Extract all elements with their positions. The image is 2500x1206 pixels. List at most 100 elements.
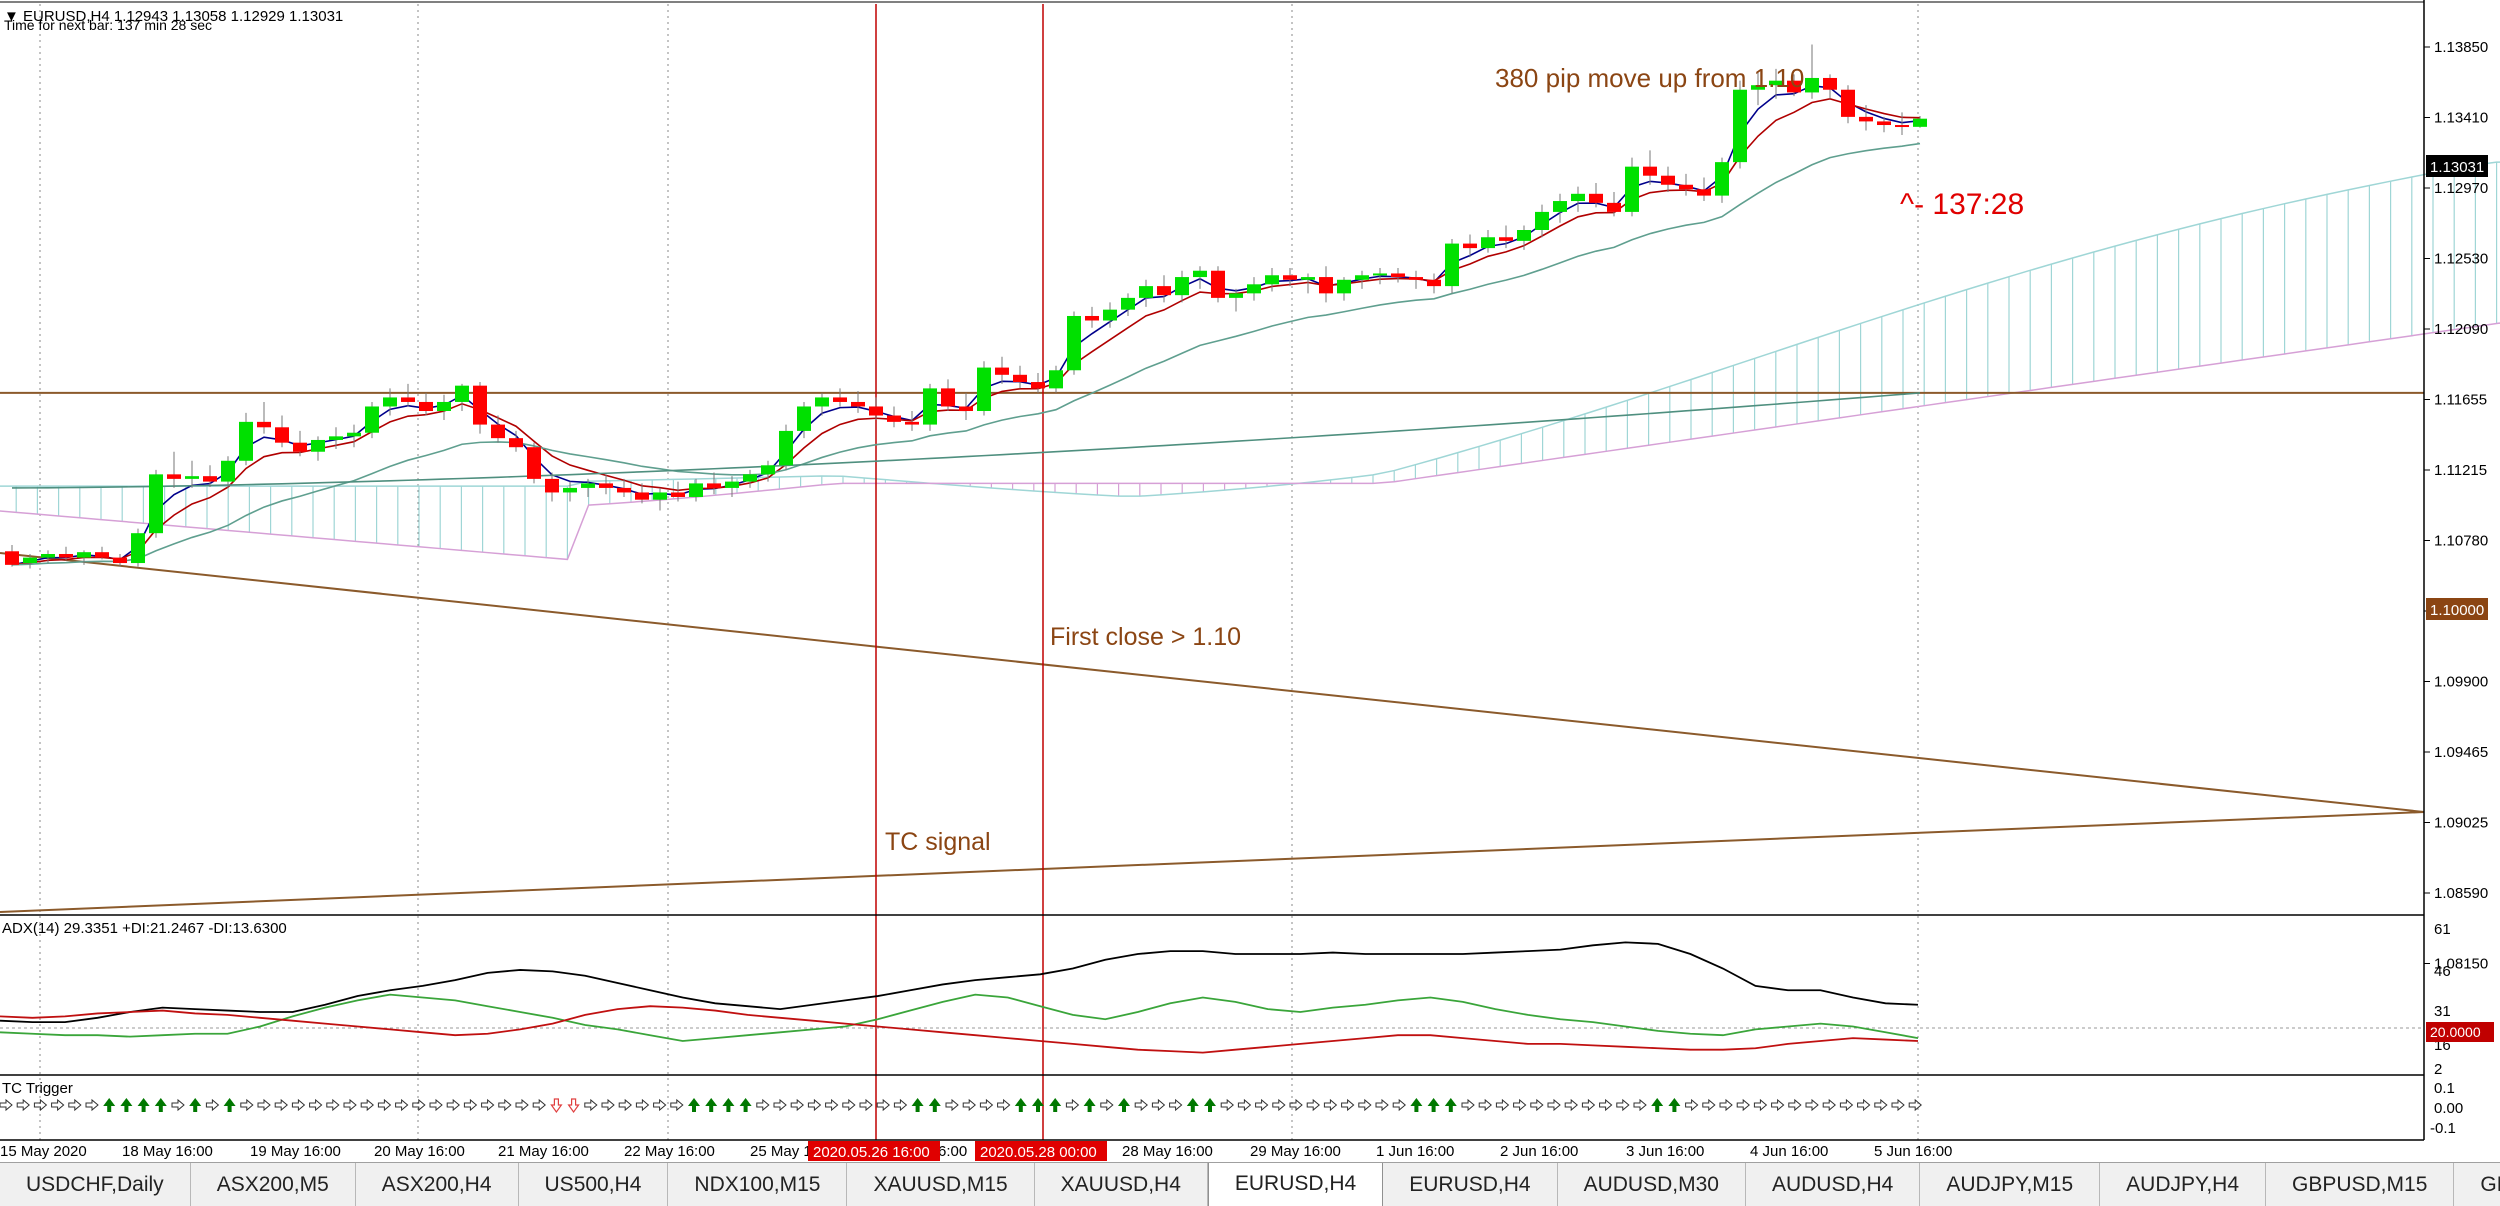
candle-bull: [1067, 315, 1081, 371]
chart-tab[interactable]: EURUSD,H4: [1383, 1163, 1558, 1206]
chart-tab[interactable]: GBPUSD,M15: [2266, 1163, 2455, 1206]
tc-neutral-arrow: [1513, 1098, 1527, 1112]
candle-bull: [797, 406, 811, 431]
time-marker-box: [975, 1141, 1107, 1161]
candle-bear: [995, 367, 1009, 375]
tc-up-arrow: [928, 1098, 941, 1112]
tc-neutral-arrow: [1530, 1098, 1544, 1112]
price-tick-label: 1.11655: [2434, 392, 2487, 409]
adx-tick-label: 2: [2434, 1061, 2442, 1078]
time-label: 6:00: [938, 1143, 967, 1160]
tc-signals: [0, 1098, 1922, 1114]
current-price-label: 1.13031: [2430, 159, 2484, 176]
chart-tab[interactable]: XAUUSD,M15: [847, 1163, 1035, 1206]
candle-bull: [185, 476, 199, 479]
chart-tab[interactable]: GBPUSD,H4: [2454, 1163, 2500, 1206]
candle-bull: [779, 430, 793, 466]
candle-bull: [1769, 80, 1783, 86]
price-axis: 1.13850 1.13410 1.12970 1.12530 1.12090 1.116…: [2424, 39, 2488, 973]
time-label: 2 Jun 16:00: [1500, 1143, 1578, 1160]
chart-tab[interactable]: AUDUSD,M30: [1558, 1163, 1746, 1206]
chart-tab[interactable]: ASX200,M5: [191, 1163, 356, 1206]
tc-neutral-arrow: [1323, 1098, 1338, 1112]
adx-level-label: 20.0000: [2430, 1024, 2481, 1040]
candle-bull: [347, 432, 361, 437]
chart-tab[interactable]: USDCHF,Daily: [0, 1163, 191, 1206]
time-marker-box: [808, 1141, 940, 1161]
tc-neutral-arrow: [291, 1098, 306, 1112]
tc-neutral-arrow: [532, 1098, 546, 1112]
tc-neutral-arrow: [1358, 1098, 1372, 1112]
candle-bear: [1283, 275, 1297, 280]
candle-bull: [653, 492, 667, 500]
tc-neutral-arrow: [876, 1098, 890, 1112]
candle-bull: [1625, 166, 1639, 212]
candle-bull: [1535, 211, 1549, 231]
tc-neutral-arrow: [1392, 1098, 1406, 1112]
chart-canvas[interactable]: ▼ EURUSD,H4 1.12943 1.13058 1.12929 1.13…: [0, 0, 2500, 1162]
chart-tab[interactable]: AUDJPY,M15: [1920, 1163, 2101, 1206]
candle-bull: [923, 388, 937, 425]
tc-neutral-arrow: [343, 1098, 357, 1112]
candle-bull: [1355, 275, 1369, 280]
candle-bull: [437, 401, 451, 412]
current-price-box: [2426, 155, 2488, 177]
tc-neutral-arrow: [893, 1098, 908, 1112]
time-marker-label: 2020.05.28 00:00: [980, 1144, 1097, 1161]
candle-bear: [527, 447, 541, 479]
adx-tick-label: 61: [2434, 921, 2451, 938]
tc-neutral-arrow: [1272, 1098, 1286, 1112]
tc-up-arrow: [120, 1098, 133, 1112]
candle-bull: [1139, 286, 1153, 298]
tc-up-arrow: [1427, 1098, 1440, 1112]
price-tick-label: 1.12090: [2434, 321, 2488, 338]
chart-tab[interactable]: NDX100,M15: [668, 1163, 848, 1206]
tc-neutral-arrow: [1736, 1098, 1750, 1112]
time-axis: 15 May 2020 18 May 16:00 19 May 16:00 20 Ma…: [0, 1143, 1952, 1160]
candle-bear: [887, 415, 901, 422]
chart-tab[interactable]: US500,H4: [519, 1163, 669, 1206]
tc-up-arrow: [1444, 1098, 1457, 1112]
move-annotation: 380 pip move up from 1.10: [1495, 63, 1804, 93]
chart-tab[interactable]: XAUUSD,H4: [1035, 1163, 1208, 1206]
tc-neutral-arrow: [962, 1098, 976, 1112]
tc-tick: 0.1: [2434, 1080, 2455, 1097]
tc-up-arrow: [1014, 1098, 1027, 1112]
time-label: 29 May 16:00: [1250, 1143, 1341, 1160]
chart-tab[interactable]: AUDJPY,H4: [2100, 1163, 2266, 1206]
candle-bull: [1193, 270, 1207, 278]
price-tick-label: 1.09465: [2434, 744, 2488, 761]
tc-neutral-arrow: [584, 1098, 598, 1112]
symbol-header: ▼ EURUSD,H4 1.12943 1.13058 1.12929 1.13…: [4, 8, 343, 25]
candle-bull: [455, 385, 469, 402]
price-tick-label: 1.12530: [2434, 251, 2488, 268]
adx-tick-label: 31: [2434, 1003, 2451, 1020]
tc-neutral-arrow: [979, 1098, 994, 1112]
tc-neutral-arrow: [515, 1098, 529, 1112]
candle-bear: [1895, 125, 1909, 128]
candle-bull: [365, 406, 379, 433]
chart-tab[interactable]: ASX200,H4: [356, 1163, 519, 1206]
tc-neutral-arrow: [945, 1098, 959, 1112]
tc-neutral-arrow: [997, 1098, 1011, 1112]
tc-neutral-arrow: [1839, 1098, 1854, 1112]
tc-neutral-arrow: [1220, 1098, 1234, 1112]
candle-bear: [491, 424, 505, 439]
tc-neutral-arrow: [1908, 1098, 1922, 1112]
tc-neutral-arrow: [1788, 1098, 1802, 1112]
tc-neutral-arrow: [257, 1098, 271, 1112]
level-price-box: [2426, 598, 2488, 620]
candle-bull: [383, 397, 397, 407]
candle-bull: [1229, 293, 1243, 298]
candle-bull: [815, 397, 829, 407]
chart-tab[interactable]: EURUSD,H4: [1207, 1163, 1384, 1206]
candle-bear: [1463, 243, 1477, 249]
time-label: 21 May 16:00: [498, 1143, 589, 1160]
candle-bear: [1877, 121, 1891, 126]
tc-neutral-arrow: [412, 1098, 426, 1112]
chart-tab[interactable]: AUDUSD,H4: [1746, 1163, 1921, 1206]
tc-up-arrow: [223, 1098, 236, 1112]
candle-bull: [1121, 297, 1135, 310]
tc-up-arrow: [137, 1098, 150, 1112]
